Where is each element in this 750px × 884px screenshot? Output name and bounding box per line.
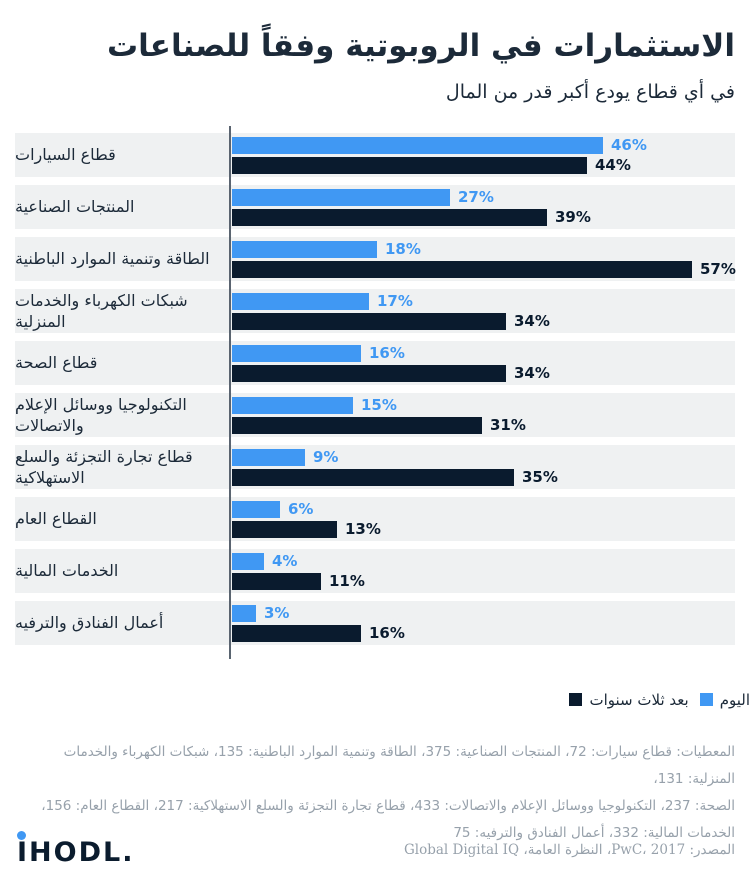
today-bar [232,292,369,310]
three-years-value: 16% [369,624,405,643]
three-years-bar [232,260,692,278]
three-years-bar [232,156,587,174]
data-note-line: الخدمات المالية: 332، أعمال الفنادق والت… [453,824,735,841]
category-label: المنتجات الصناعية [15,197,135,217]
bar-group: 46% 44% [232,136,647,177]
data-note-line: الصحة: 237، التكنولوجيا ووسائل الإعلام و… [41,797,735,814]
chart-row: المنتجات الصناعية 27% 39% [15,184,735,229]
today-bar [232,136,603,154]
bottom-bar: IHODL. المصدر: PwC، 2017، النظرة العامة،… [0,831,750,868]
today-bar [232,344,361,362]
today-value: 9% [313,448,339,467]
category-label: قطاع الصحة [15,353,98,373]
three-years-bar [232,572,321,590]
legend-swatch-today [699,693,713,707]
logo-text: IHODL. [17,837,135,868]
three-years-bar [232,208,547,226]
bar-group: 9% 35% [232,448,558,489]
bar-chart: قطاع السيارات 46% 44% المنتجات الصناعية 27% 3… [15,125,736,659]
three-years-bar [232,520,337,538]
today-bar [232,188,450,206]
bar-group: 15% 31% [232,396,526,437]
bar-group: 27% 39% [232,188,591,229]
three-years-bar [232,364,506,382]
chart-row: قطاع السيارات 46% 44% [15,132,735,177]
today-bar [232,604,256,622]
chart-row: أعمال الفنادق والترفيه 3% 16% [15,600,735,645]
three-years-bar [232,416,482,434]
today-bar [232,552,264,570]
legend: اليوم بعد ثلاث سنوات [0,691,750,709]
today-value: 6% [288,500,314,519]
header: الاستثمارات في الروبوتية وفقاً للصناعات … [0,0,750,103]
ihodl-logo: IHODL. [17,831,134,868]
data-note-line: المعطيات: قطاع سيارات: 72، المنتجات الصن… [63,743,735,787]
category-label: القطاع العام [15,509,97,529]
logo-dot-icon [17,831,26,840]
category-label: قطاع تجارة التجزئة والسلع الاستهلاكية [15,446,193,487]
today-value: 15% [361,396,397,415]
bar-group: 17% 34% [232,292,550,333]
legend-item-three-years: بعد ثلاث سنوات [569,690,689,709]
chart-row: قطاع تجارة التجزئة والسلع الاستهلاكية 9% 3… [15,444,735,489]
legend-item-today: اليوم [699,690,750,709]
legend-label-today: اليوم [719,690,750,709]
source-text: المصدر: PwC، 2017، النظرة العامة، Global… [403,841,735,858]
three-years-value: 35% [522,468,558,487]
chart-subtitle: في أي قطاع يودع أكبر قدر من المال [445,80,735,103]
three-years-value: 13% [345,520,381,539]
today-value: 18% [385,240,421,259]
category-label: الخدمات المالية [15,561,119,581]
today-value: 3% [264,604,290,623]
category-label: أعمال الفنادق والترفيه [15,613,164,633]
today-value: 27% [458,188,494,207]
bar-group: 4% 11% [232,552,365,593]
chart-row: قطاع الصحة 16% 34% [15,340,735,385]
three-years-value: 11% [329,572,365,591]
chart-row: شبكات الكهرباء والخدمات المنزلية 17% 34% [15,288,735,333]
today-value: 16% [369,344,405,363]
category-label: الطاقة وتنمية الموارد الباطنية [15,249,210,269]
today-bar [232,500,280,518]
bar-group: 18% 57% [232,240,736,281]
chart-rows: قطاع السيارات 46% 44% المنتجات الصناعية 27% 3… [15,132,736,645]
bar-group: 6% 13% [232,500,381,541]
data-notes: المعطيات: قطاع سيارات: 72، المنتجات الصن… [0,739,750,847]
chart-row: التكنولوجيا ووسائل الإعلام والاتصالات 15%… [15,392,735,437]
legend-label-three-years: بعد ثلاث سنوات [589,690,689,709]
today-value: 4% [272,552,298,571]
today-value: 46% [611,136,647,155]
bar-group: 3% 16% [232,604,405,645]
three-years-value: 34% [514,364,550,383]
chart-row: الخدمات المالية 4% 11% [15,548,735,593]
bar-group: 16% 34% [232,344,550,385]
today-bar [232,240,377,258]
legend-swatch-three-years [569,693,583,707]
today-value: 17% [377,292,413,311]
three-years-bar [232,468,514,486]
three-years-value: 39% [555,208,591,227]
three-years-value: 34% [514,312,550,331]
three-years-value: 44% [595,156,631,175]
three-years-value: 31% [490,416,526,435]
today-bar [232,396,353,414]
chart-title: الاستثمارات في الروبوتية وفقاً للصناعات [107,28,735,64]
axis-line [229,125,231,659]
three-years-value: 57% [700,260,736,279]
chart-row: القطاع العام 6% 13% [15,496,735,541]
category-label: قطاع السيارات [15,145,116,165]
three-years-bar [232,312,506,330]
category-label: التكنولوجيا ووسائل الإعلام والاتصالات [15,394,187,435]
chart-row: الطاقة وتنمية الموارد الباطنية 18% 57% [15,236,736,281]
three-years-bar [232,624,361,642]
category-label: شبكات الكهرباء والخدمات المنزلية [15,290,188,331]
today-bar [232,448,305,466]
